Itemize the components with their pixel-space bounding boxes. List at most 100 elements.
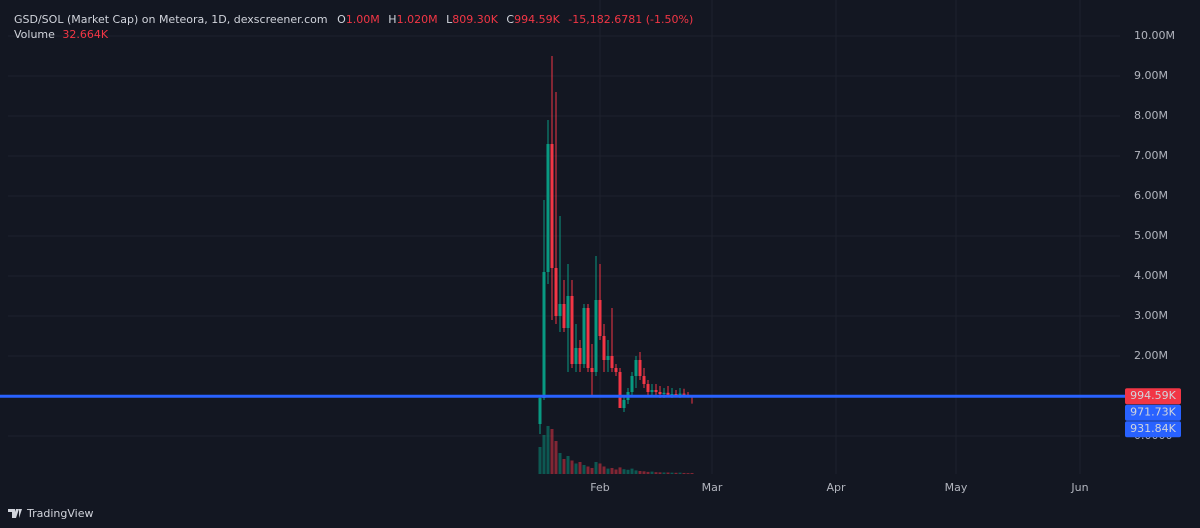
volume-bar <box>642 471 646 474</box>
candle-body <box>642 376 646 384</box>
y-tick-label: 5.00M <box>1134 229 1168 242</box>
candle-body <box>638 360 642 376</box>
candle-body <box>538 398 542 424</box>
volume-bar <box>598 463 602 474</box>
ohlc-value: 1.00M <box>346 13 380 26</box>
ohlc-key: C <box>506 13 514 26</box>
candle-body <box>598 300 602 336</box>
candle-body <box>578 348 582 364</box>
candle-body <box>678 393 682 396</box>
volume-bar <box>562 459 566 474</box>
symbol: GSD/SOL (Market Cap) on Meteora, 1D, dex… <box>14 13 328 26</box>
candle-body <box>570 296 574 364</box>
price-label: 931.84K <box>1130 422 1176 435</box>
volume-bar <box>606 468 610 474</box>
volume-bar <box>686 473 690 474</box>
volume-bar <box>566 456 570 474</box>
candles <box>538 56 694 434</box>
y-tick-label: 10.00M <box>1134 29 1175 42</box>
volume-bar <box>690 473 694 474</box>
price-label: 994.59K <box>1130 389 1176 402</box>
candle-body <box>650 390 654 392</box>
candle-body <box>654 390 658 392</box>
ohlc-value: 1.020M <box>397 13 438 26</box>
y-tick-label: 4.00M <box>1134 269 1168 282</box>
candle-body <box>546 144 550 272</box>
ohlc-key: L <box>446 13 453 26</box>
candle-body <box>622 400 626 408</box>
price-label: 971.73K <box>1130 406 1176 419</box>
ohlc-value: 994.59K <box>514 13 560 26</box>
volume-bar <box>654 472 658 474</box>
volume-bar <box>626 469 630 474</box>
candle-body <box>630 376 634 392</box>
volume-bar <box>634 470 638 474</box>
candle-body <box>590 368 594 372</box>
volume-pane <box>538 426 694 474</box>
volume-bar <box>678 472 682 474</box>
volume-bar <box>578 462 582 474</box>
candle-body <box>550 144 554 268</box>
volume-bar <box>618 467 622 474</box>
candle-body <box>606 356 610 360</box>
volume-bar <box>622 469 626 474</box>
x-tick-label: Apr <box>826 481 846 494</box>
volume-bar <box>662 472 666 474</box>
brand-logo <box>8 509 22 518</box>
price-label-box <box>1125 388 1181 405</box>
volume-bar <box>554 441 558 474</box>
volume-bar <box>586 466 590 474</box>
volume-bar <box>638 471 642 474</box>
volume-bar <box>538 447 542 474</box>
volume-bar <box>670 472 674 474</box>
ohlc-key: O <box>337 13 346 26</box>
change: -15,182.6781 (-1.50%) <box>568 13 693 26</box>
volume-bar <box>574 463 578 474</box>
y-tick-label: 8.00M <box>1134 109 1168 122</box>
candle-body <box>582 308 586 364</box>
candle-body <box>554 268 558 316</box>
volume-bar <box>630 468 634 474</box>
candle-body <box>602 336 606 360</box>
volume-bar <box>570 460 574 474</box>
volume-bar <box>546 426 550 474</box>
x-tick-label: Mar <box>702 481 723 494</box>
volume-bar <box>646 471 650 474</box>
volume-label: Volume <box>14 28 55 41</box>
candle-body <box>634 360 638 376</box>
volume-bar <box>558 453 562 474</box>
candle-body <box>674 394 678 396</box>
y-tick-label: 6.00M <box>1134 189 1168 202</box>
volume-bar <box>610 468 614 474</box>
volume-bar <box>674 472 678 474</box>
ohlc-key: H <box>388 13 396 26</box>
volume-bar <box>542 435 546 474</box>
volume-value: 32.664K <box>62 28 108 41</box>
volume-bar <box>650 471 654 474</box>
volume-bar <box>614 469 618 474</box>
candle-body <box>566 296 570 328</box>
y-tick-label: 7.00M <box>1134 149 1168 162</box>
volume-bar <box>582 465 586 474</box>
candle-body <box>586 308 590 368</box>
candle-body <box>670 394 674 395</box>
candle-body <box>618 372 622 408</box>
volume-legend: Volume 32.664K <box>14 28 109 41</box>
price-label-box <box>1125 421 1181 438</box>
volume-bar <box>550 429 554 474</box>
volume-bar <box>594 462 598 474</box>
y-tick-label: 9.00M <box>1134 69 1168 82</box>
candle-body <box>610 356 614 368</box>
ohlc-value: 809.30K <box>452 13 498 26</box>
volume-bar <box>658 472 662 474</box>
candle-body <box>574 348 578 364</box>
brand-name: TradingView <box>26 507 93 520</box>
candle-body <box>646 384 650 392</box>
brand: TradingView <box>8 507 93 520</box>
candle-body <box>662 392 666 394</box>
candle-body <box>558 304 562 316</box>
y-tick-label: 2.00M <box>1134 349 1168 362</box>
candle-body <box>614 368 618 372</box>
